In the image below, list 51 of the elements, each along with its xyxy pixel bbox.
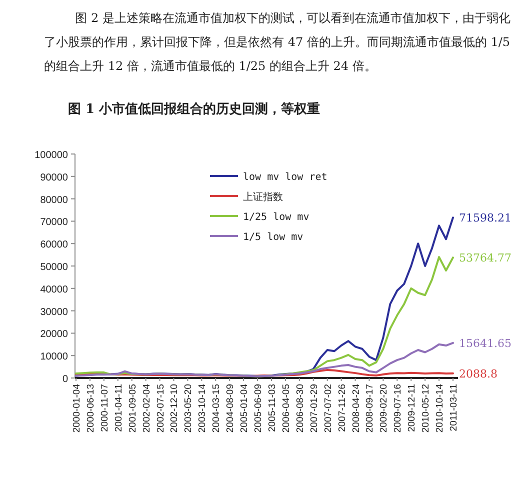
caption: 图 2 是上述策略在流通市值加权下的测试，可以看到在流通市值加权下，由于弱化了小股票的作用，累计回报下降，但是依然有 47 倍的上升。而同期流通市值最低的 1/5 的组合上升 12 倍，流通市值最低的 1/25 的组合上升 24 倍。	[44, 10, 512, 75]
x-tick-label: 2003-05-20	[183, 384, 194, 433]
x-tick-label: 2000-01-04	[72, 384, 82, 433]
y-tick-label: 100000	[34, 150, 68, 161]
annotation: 2088.8	[459, 367, 498, 380]
x-tick-label: 2002-02-04	[141, 384, 152, 433]
legend-label: 1/5 low mv	[243, 232, 304, 243]
chart-title: 图 1 小市值低回报组合的历史回测，等权重	[68, 100, 320, 118]
y-tick-label: 20000	[40, 329, 68, 340]
y-tick-label: 90000	[40, 172, 68, 184]
y-tick-label: 10000	[40, 352, 68, 363]
x-tick-label: 2006-04-05	[280, 384, 292, 433]
x-tick-label: 2008-04-24	[350, 384, 362, 433]
x-tick-label: 2005-11-03	[266, 384, 278, 432]
x-tick-label: 2011-03-11	[448, 384, 460, 432]
x-tick-label: 2000-11-07	[99, 384, 110, 432]
x-tick-label: 2009-12-11	[406, 384, 418, 432]
x-tick-label: 2003-10-14	[197, 384, 208, 433]
annotation: 15641.65	[459, 336, 512, 350]
x-tick-label: 2000-06-13	[85, 384, 96, 433]
x-tick-label: 2010-10-14	[434, 384, 446, 433]
y-tick-label: 60000	[40, 240, 68, 251]
x-tick-label: 2002-07-15	[155, 384, 166, 433]
y-tick-label: 30000	[40, 306, 68, 318]
legend-label: 上证指数	[243, 191, 283, 203]
legend-label: 1/25 low mv	[243, 212, 310, 223]
y-tick-label: 40000	[40, 284, 68, 296]
x-tick-label: 2005-06-09	[253, 384, 264, 433]
x-tick-label: 2001-09-05	[127, 384, 138, 433]
y-tick-label: 50000	[40, 262, 68, 273]
x-tick-label: 2008-09-17	[364, 384, 376, 433]
x-tick-label: 2004-08-09	[225, 384, 236, 433]
line-series	[75, 368, 454, 377]
x-tick-label: 2010-05-12	[420, 384, 432, 433]
y-tick-label: 0	[62, 374, 68, 385]
x-tick-label: 2009-07-16	[392, 384, 404, 433]
line-series	[75, 342, 454, 378]
x-tick-label: 2009-02-20	[378, 384, 390, 433]
x-tick-label: 2005-01-04	[239, 384, 250, 433]
x-tick-label: 2006-08-30	[294, 384, 306, 433]
annotation: 71598.21	[459, 212, 512, 225]
x-tick-label: 2007-07-02	[322, 384, 334, 433]
x-tick-label: 2004-03-15	[211, 384, 222, 433]
y-tick-label: 80000	[40, 194, 68, 206]
annotation: 53764.77	[459, 252, 512, 265]
x-tick-label: 2002-12-10	[169, 384, 180, 433]
legend-label: low mv low ret	[243, 172, 328, 183]
y-tick-label: 70000	[40, 217, 68, 228]
x-tick-label: 2007-11-26	[336, 384, 348, 432]
x-tick-label: 2001-04-11	[113, 384, 124, 432]
x-tick-label: 2007-01-29	[308, 384, 320, 433]
